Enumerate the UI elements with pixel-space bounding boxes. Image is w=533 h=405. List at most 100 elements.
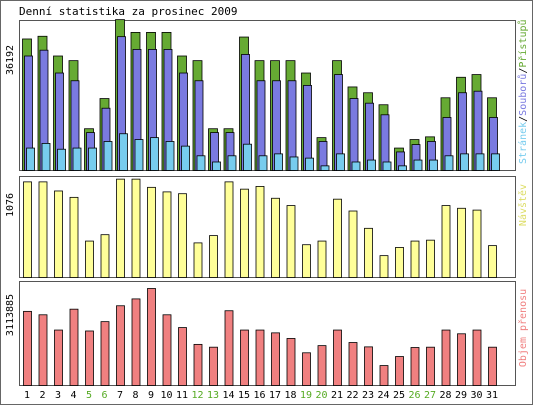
legend-panel-3: Objem přenosu — [517, 289, 529, 367]
bar-objem-3 — [54, 329, 63, 386]
bar-navstev-4 — [69, 196, 79, 278]
x-tick-label-30: 30 — [470, 390, 482, 401]
bar-navstev-2 — [38, 181, 48, 278]
bar-objem-10 — [162, 314, 172, 386]
bar-navstev-30 — [472, 209, 482, 278]
x-tick-label-28: 28 — [439, 390, 451, 401]
x-tick-label-23: 23 — [362, 390, 374, 401]
bar-stranek-21 — [336, 153, 345, 171]
bar-stranek-17 — [274, 153, 283, 171]
bar-stranek-29 — [460, 153, 469, 171]
bar-navstev-24 — [379, 255, 389, 278]
legend-item-4: / — [518, 68, 529, 74]
bar-stranek-13 — [212, 161, 221, 171]
x-tick-label-12: 12 — [191, 390, 203, 401]
bar-stranek-20 — [320, 165, 330, 171]
bar-navstev-13 — [209, 235, 218, 278]
y-axis-max-label-3: 3113885 — [5, 294, 16, 336]
bar-navstev-26 — [410, 240, 420, 278]
bar-stranek-31 — [491, 153, 500, 171]
bar-objem-16 — [255, 329, 265, 386]
bar-navstev-11 — [178, 193, 187, 278]
y-axis-max-label-1: 36192 — [5, 45, 16, 75]
bar-souboru-22 — [349, 98, 359, 171]
panel-frame-1 — [19, 20, 516, 171]
bar-navstev-21 — [333, 198, 342, 278]
bar-navstev-15 — [240, 188, 249, 278]
bar-navstev-7 — [116, 178, 125, 278]
x-tick-label-9: 9 — [148, 390, 154, 401]
bar-navstev-18 — [286, 205, 296, 278]
x-tick-label-20: 20 — [315, 390, 327, 401]
bar-navstev-1 — [23, 181, 32, 278]
x-tick-label-14: 14 — [222, 390, 234, 401]
bar-stranek-1 — [26, 147, 35, 171]
legend-panel-2: Návštěv — [517, 184, 529, 226]
bar-stranek-5 — [88, 147, 97, 171]
bar-objem-23 — [364, 346, 373, 386]
legend-item-2: / — [518, 116, 529, 122]
bar-objem-13 — [209, 346, 218, 386]
bar-objem-18 — [286, 338, 296, 386]
bar-stranek-4 — [72, 147, 82, 171]
x-tick-label-13: 13 — [207, 390, 219, 401]
bar-navstev-10 — [162, 191, 172, 278]
legend-item-5: Přístupů — [517, 19, 529, 67]
bar-navstev-28 — [441, 205, 451, 278]
bar-stranek-25 — [398, 165, 407, 171]
bar-stranek-23 — [367, 159, 376, 171]
bar-objem-27 — [426, 346, 435, 386]
bar-objem-4 — [69, 308, 79, 386]
bar-stranek-6 — [103, 141, 113, 171]
bar-objem-12 — [193, 343, 203, 386]
bar-navstev-12 — [193, 242, 203, 278]
x-tick-label-1: 1 — [24, 390, 30, 401]
x-tick-label-11: 11 — [176, 390, 188, 401]
bar-navstev-31 — [488, 245, 497, 278]
x-tick-label-4: 4 — [70, 390, 76, 401]
bar-stranek-12 — [196, 155, 206, 171]
bar-stranek-8 — [134, 139, 144, 171]
bar-objem-7 — [116, 305, 125, 386]
bar-objem-30 — [472, 329, 482, 386]
bar-objem-31 — [488, 346, 497, 386]
bar-stranek-16 — [258, 155, 268, 171]
legend-panel-1: Stránek/Souborů/Přístupů — [517, 19, 529, 164]
bar-navstev-3 — [54, 190, 63, 278]
bar-stranek-3 — [57, 148, 66, 171]
bar-navstev-5 — [85, 240, 94, 278]
x-tick-label-21: 21 — [331, 390, 343, 401]
bar-navstev-16 — [255, 186, 265, 278]
x-tick-label-16: 16 — [253, 390, 265, 401]
bar-stranek-19 — [305, 157, 314, 171]
bar-objem-11 — [178, 327, 187, 386]
bar-navstev-9 — [147, 186, 156, 278]
bar-stranek-10 — [165, 141, 175, 171]
bar-objem-19 — [302, 352, 311, 386]
x-tick-label-19: 19 — [300, 390, 312, 401]
bar-objem-21 — [333, 329, 342, 386]
bar-objem-28 — [441, 329, 451, 386]
bar-navstev-8 — [131, 178, 141, 278]
bar-objem-25 — [395, 356, 404, 386]
bar-objem-5 — [85, 330, 94, 386]
bar-objem-15 — [240, 329, 249, 386]
x-tick-label-3: 3 — [55, 390, 61, 401]
bar-navstev-19 — [302, 244, 311, 278]
x-tick-label-25: 25 — [393, 390, 405, 401]
chart-title: Denní statistika za prosinec 2009 — [19, 5, 238, 18]
x-tick-label-8: 8 — [132, 390, 138, 401]
x-tick-label-15: 15 — [238, 390, 250, 401]
y-axis-max-label-2: 1076 — [5, 193, 16, 217]
bar-stranek-7 — [119, 133, 128, 171]
x-tick-label-24: 24 — [377, 390, 389, 401]
legend-item-1: Stránek — [517, 122, 529, 164]
bar-stranek-15 — [243, 143, 252, 171]
bar-navstev-22 — [348, 210, 358, 278]
x-tick-label-26: 26 — [408, 390, 420, 401]
x-tick-label-18: 18 — [284, 390, 296, 401]
bar-stranek-26 — [413, 159, 423, 171]
bar-stranek-28 — [444, 155, 454, 171]
